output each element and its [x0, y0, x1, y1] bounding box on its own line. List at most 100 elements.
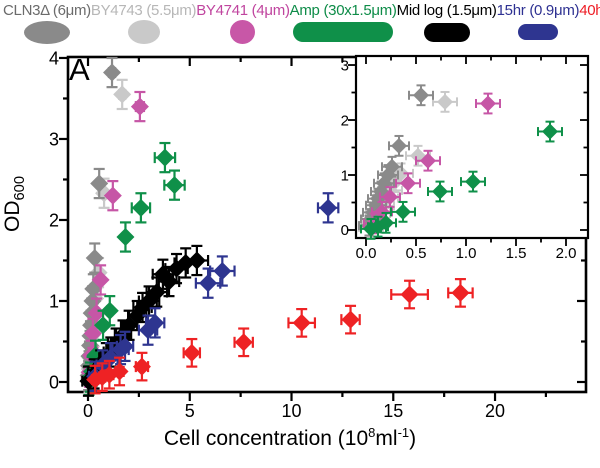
legend-item: 15hr (0.9μm): [497, 2, 580, 44]
legend-item: CLN3Δ (6μm): [3, 2, 91, 44]
data-point: [432, 183, 448, 200]
data-point: [116, 337, 135, 356]
data-point: [155, 148, 174, 167]
inset-plot-ticks: [348, 56, 588, 246]
x-axis-label-exponent2: -1: [397, 425, 410, 440]
error-bars: [153, 141, 177, 174]
data-point: [413, 87, 429, 104]
y-axis-label-text: OD: [1, 200, 24, 233]
data-point: [319, 198, 338, 217]
x-axis-label-exponent: 8: [368, 425, 376, 440]
x-tick-label: 0: [83, 401, 93, 421]
data-point: [146, 313, 165, 332]
x-axis-label-text: Cell concentration (10: [163, 427, 369, 450]
legend-item-label: Amp (30x1.5μm): [289, 2, 397, 19]
data-point: [234, 333, 253, 352]
data-point: [91, 270, 110, 289]
x-tick-label: 15: [383, 401, 403, 421]
by4741-cell-shape: [230, 20, 256, 44]
legend-item: BY4743 (5.5μm): [90, 2, 197, 44]
x-tick-label: 1.0: [456, 245, 477, 262]
y-tick-label: 1: [49, 291, 59, 311]
legend-item-label: CLN3Δ (6μm): [3, 2, 91, 19]
y-tick-label: 1: [341, 167, 349, 184]
data-point: [103, 63, 122, 82]
data-point: [395, 203, 411, 220]
data-point: [451, 283, 470, 302]
legend-item: Mid log (1.5μm): [397, 2, 497, 44]
legend-item-label: BY4743 (5.5μm): [90, 2, 197, 19]
inset-plot: 0.0 0.5 1.0 1.5 2.0 0 1 2 3: [341, 54, 590, 262]
y-tick-label: 2: [341, 112, 349, 129]
y-tick-label: 0: [49, 372, 59, 392]
data-point: [83, 324, 102, 343]
data-point: [85, 249, 104, 268]
y-tick-label: 4: [49, 48, 59, 68]
legend-item-label: Mid log (1.5μm): [396, 2, 497, 19]
data-point: [94, 316, 113, 335]
x-tick-label: 2.0: [556, 245, 577, 262]
data-point: [420, 152, 436, 169]
data-point: [213, 262, 232, 281]
data-point: [384, 158, 400, 175]
legend-item: BY4741 (4μm): [196, 2, 290, 44]
x-tick-label: 0.0: [356, 245, 377, 262]
legend-item-label: BY4741 (4μm): [196, 2, 290, 19]
x-axis-label-unit: ml: [375, 427, 398, 450]
data-point: [182, 343, 201, 362]
series-by4741: [363, 92, 501, 235]
data-point: [199, 274, 218, 293]
data-point: [165, 176, 184, 195]
data-point: [132, 357, 151, 376]
data-point: [465, 173, 481, 190]
data-point: [87, 304, 106, 323]
panel-label: A: [69, 52, 90, 87]
series-40hr: [86, 278, 474, 395]
y-axis-label-subscript: 600: [12, 176, 29, 201]
data-point: [187, 251, 206, 270]
data-point: [378, 214, 394, 231]
legend: CLN3Δ (6μm) BY4743 (5.5μm) BY4741 (4μm) Amp…: [0, 2, 600, 44]
data-point: [160, 272, 179, 291]
y-axis-label: OD600: [1, 159, 29, 249]
x-tick-label: 0.5: [406, 245, 427, 262]
legend-item: 40hr (0.7μm): [579, 2, 600, 44]
data-point: [131, 198, 150, 217]
x-tick-label: 20: [485, 401, 505, 421]
data-point: [130, 97, 149, 116]
y-tick-label: 3: [49, 129, 59, 149]
x-axis-label: Cell concentration (108ml-1): [0, 425, 580, 451]
data-point: [341, 310, 360, 329]
data-point: [90, 174, 109, 193]
inset-plot-tick-labels: 0.0 0.5 1.0 1.5 2.0 0 1 2 3: [341, 57, 577, 262]
legend-item-label: 15hr (0.9μm): [496, 2, 580, 19]
cln3-cell-shape: [23, 20, 70, 44]
x-tick-label: 10: [282, 401, 302, 421]
data-point: [116, 227, 135, 246]
data-point: [113, 85, 132, 104]
data-point: [382, 189, 398, 206]
y-tick-label: 3: [341, 57, 349, 74]
series-amp: [360, 120, 563, 240]
data-point: [292, 313, 311, 332]
data-point: [147, 283, 166, 302]
data-point: [101, 348, 120, 367]
by4743-cell-shape: [127, 20, 160, 44]
y-tick-label: 2: [49, 210, 59, 230]
data-point: [400, 175, 416, 192]
data-point: [437, 93, 453, 110]
data-point: [480, 95, 496, 112]
data-point: [110, 362, 129, 381]
data-point: [103, 186, 122, 205]
data-point: [542, 123, 558, 140]
legend-item: Amp (30x1.5μm): [290, 2, 397, 44]
x-tick-label: 1.5: [506, 245, 527, 262]
y-tick-label: 0: [341, 222, 349, 239]
legend-item-label: 40hr (0.7μm): [579, 2, 600, 19]
15hr-cell-shape: [517, 24, 558, 40]
series-by4741: [80, 90, 149, 388]
data-point: [100, 301, 119, 320]
